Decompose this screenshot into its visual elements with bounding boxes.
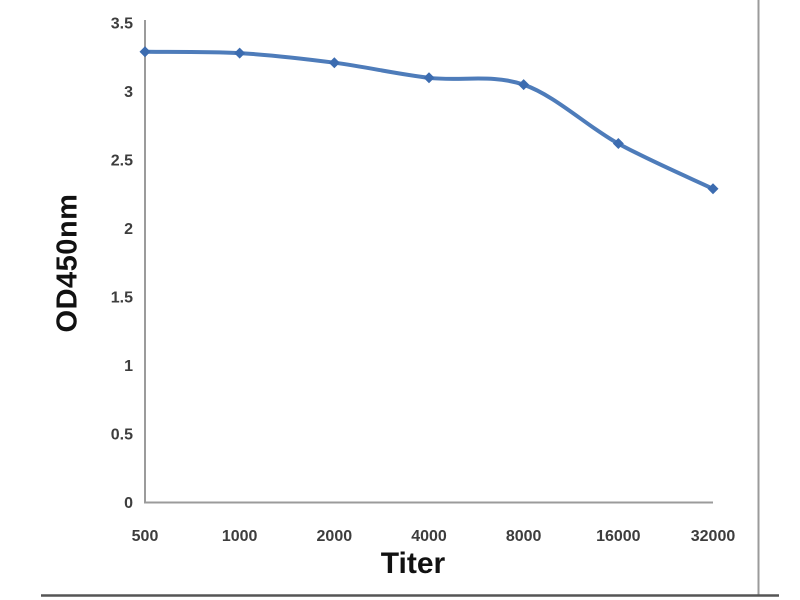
x-tick-label: 16000 — [596, 528, 641, 545]
data-point-marker — [328, 57, 340, 69]
x-tick-label: 500 — [132, 528, 159, 545]
data-point-marker — [234, 47, 246, 59]
x-tick-label: 4000 — [411, 528, 447, 545]
y-tick-label: 1.5 — [111, 290, 133, 307]
y-tick-label: 3.5 — [111, 16, 133, 33]
y-tick-label: 0.5 — [111, 427, 133, 444]
data-point-marker — [612, 138, 624, 150]
data-point-marker — [423, 72, 435, 84]
data-point-marker — [518, 79, 530, 91]
x-tick-label: 2000 — [317, 528, 353, 545]
data-point-marker — [707, 183, 719, 195]
x-tick-label: 8000 — [506, 528, 542, 545]
data-point-marker — [139, 46, 151, 58]
y-tick-label: 3 — [124, 84, 133, 101]
x-axis-title: Titer — [380, 547, 446, 580]
y-axis-title: OD450nm — [51, 193, 84, 333]
y-tick-label: 1 — [124, 358, 133, 375]
x-tick-label: 1000 — [222, 528, 258, 545]
x-tick-label: 32000 — [691, 528, 736, 545]
y-tick-label: 2 — [124, 221, 133, 238]
y-tick-label: 0 — [124, 495, 133, 512]
y-tick-label: 2.5 — [111, 153, 133, 170]
